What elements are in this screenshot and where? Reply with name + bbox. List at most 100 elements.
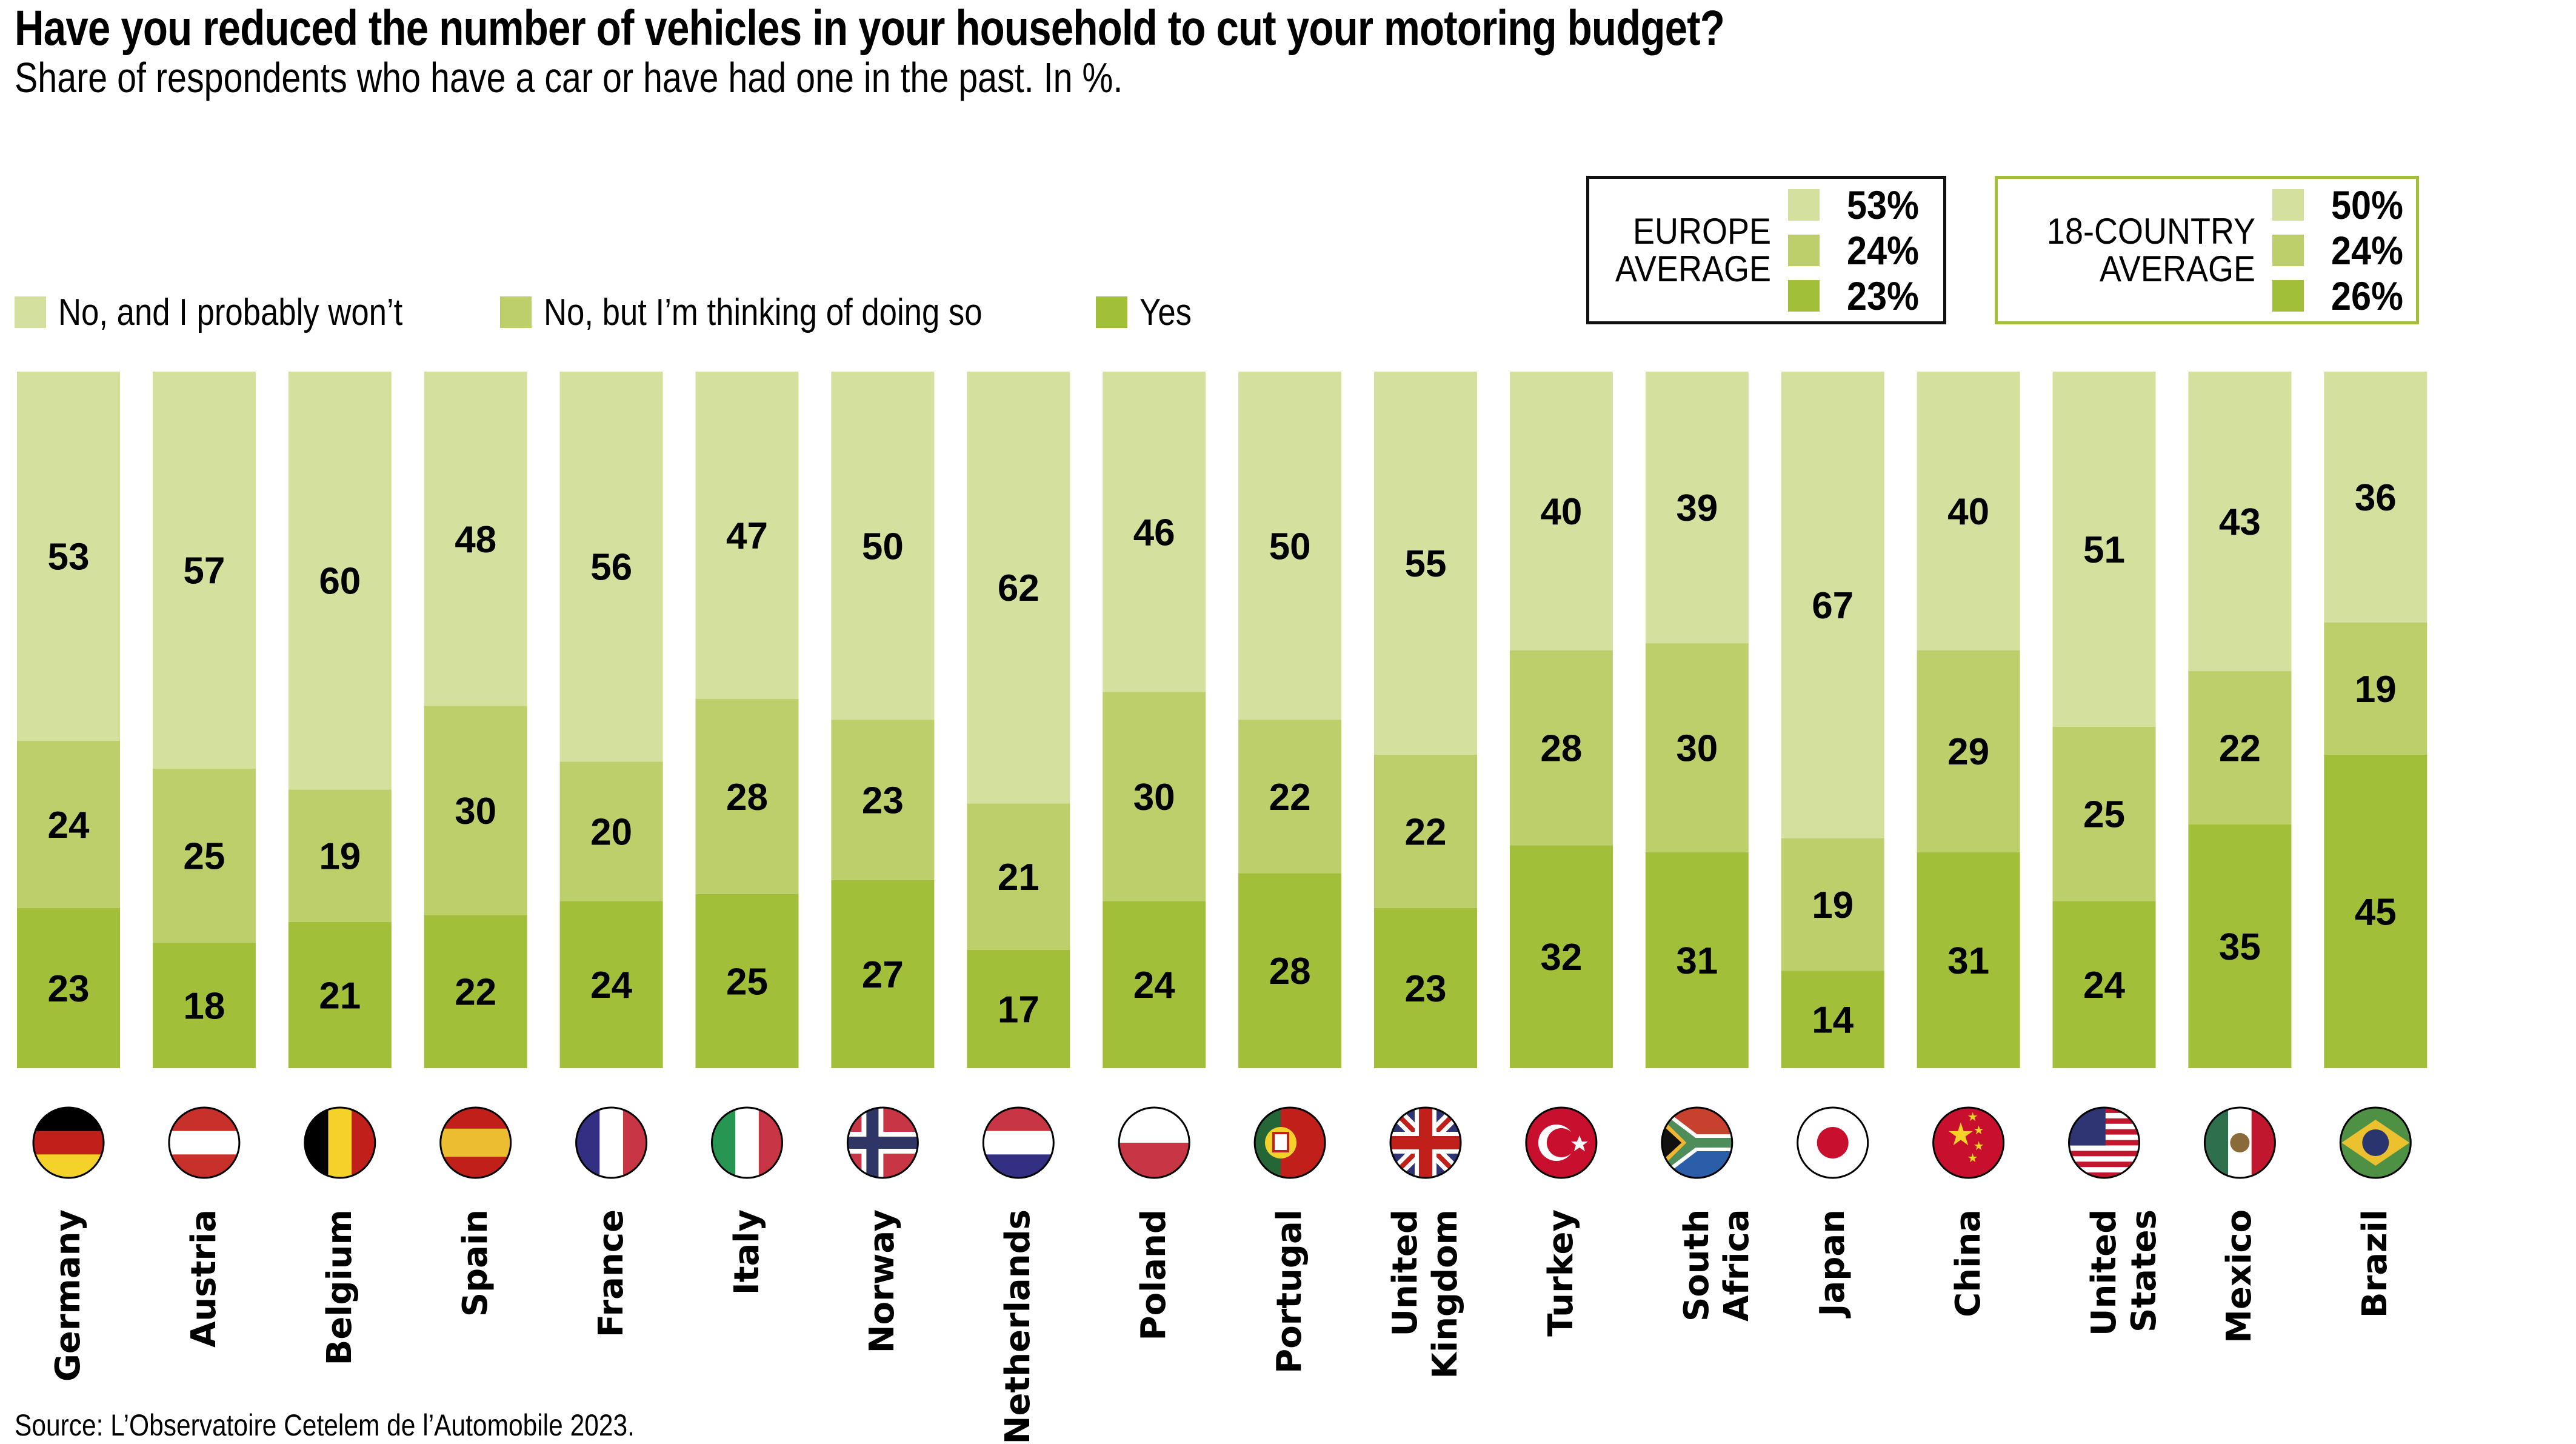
bar-group: 21 19 60 bbox=[288, 372, 392, 1068]
legend-label: No, and I probably won’t bbox=[58, 291, 403, 333]
svg-text:★: ★ bbox=[1974, 1138, 1984, 1153]
average-swatch bbox=[2272, 189, 2304, 221]
austria-flag-icon bbox=[168, 1106, 241, 1179]
bar-segment-yes bbox=[1374, 908, 1477, 1068]
country-label: Mexico bbox=[2220, 1209, 2260, 1343]
turkey-flag-icon bbox=[1525, 1106, 1598, 1179]
data-label: 31 bbox=[1676, 940, 1718, 982]
belgium-flag-icon bbox=[304, 1106, 376, 1179]
bar-segment-yes bbox=[2188, 824, 2292, 1068]
data-label: 45 bbox=[2355, 891, 2397, 933]
data-label: 40 bbox=[1947, 491, 1989, 533]
data-label: 35 bbox=[2219, 926, 2261, 968]
portugal-flag-icon bbox=[1253, 1106, 1326, 1179]
bar-group: 14 19 67 bbox=[1781, 372, 1884, 1068]
data-label: 55 bbox=[1405, 543, 1447, 585]
bar-segment-no-wont bbox=[1781, 372, 1884, 838]
bar-segment-no-wont bbox=[2324, 372, 2428, 623]
bar-segment-thinking bbox=[1103, 692, 1206, 901]
legend-item-no-wont: No, and I probably won’t bbox=[15, 291, 464, 334]
bar-segment-thinking bbox=[424, 706, 527, 915]
bar-segment-thinking bbox=[559, 761, 663, 901]
data-label: 27 bbox=[862, 954, 904, 996]
bar-segment-yes bbox=[288, 921, 392, 1068]
bar-segment-thinking bbox=[17, 740, 120, 908]
bar-segment-no-wont bbox=[288, 372, 392, 790]
svg-text:★: ★ bbox=[1974, 1123, 1984, 1137]
country-label: Austria bbox=[184, 1209, 224, 1348]
data-label: 22 bbox=[2219, 727, 2261, 769]
legend-swatch bbox=[499, 296, 532, 328]
bar-segment-no-wont bbox=[1917, 372, 2020, 650]
legend-item-thinking: No, but I’m thinking of doing so bbox=[499, 291, 1059, 334]
data-label: 25 bbox=[2083, 794, 2125, 836]
data-label: 25 bbox=[726, 961, 768, 1003]
bar-segment-yes bbox=[1509, 845, 1613, 1068]
bar-group: 25 28 47 bbox=[695, 372, 799, 1068]
legend-swatch bbox=[15, 296, 46, 328]
legend: No, and I probably won’t No, but I’m thi… bbox=[15, 291, 1237, 333]
data-label: 47 bbox=[726, 515, 768, 557]
average-value: 24% bbox=[2331, 227, 2403, 273]
bar-group: 23 22 55 bbox=[1374, 372, 1477, 1068]
average-swatch bbox=[1788, 189, 1820, 221]
bar-group: 24 25 51 bbox=[2052, 372, 2156, 1068]
bar-segment-yes bbox=[152, 943, 256, 1068]
bar-segment-thinking bbox=[288, 789, 392, 922]
country-label: Japan bbox=[1812, 1209, 1852, 1317]
bar-group: 18 25 57 bbox=[152, 372, 256, 1068]
bar-segment-thinking bbox=[1509, 650, 1613, 846]
bar-group: 24 20 56 bbox=[559, 372, 663, 1068]
average-value: 23% bbox=[1847, 273, 1919, 318]
bar-segment-thinking bbox=[1781, 838, 1884, 971]
france-flag-icon bbox=[575, 1106, 648, 1179]
bar-segment-thinking bbox=[2188, 671, 2292, 824]
bar-segment-yes bbox=[1645, 852, 1749, 1068]
bar-segment-yes bbox=[17, 908, 120, 1068]
bar-segment-thinking bbox=[1374, 754, 1477, 908]
average-swatch bbox=[1788, 279, 1820, 312]
country-label: Italy bbox=[727, 1209, 767, 1295]
data-label: 28 bbox=[1269, 951, 1311, 992]
data-label: 22 bbox=[1405, 811, 1447, 853]
bar-segment-no-wont bbox=[424, 372, 527, 706]
data-label: 19 bbox=[319, 836, 361, 878]
bar-segment-yes bbox=[1103, 901, 1206, 1068]
bar-segment-no-wont bbox=[2188, 372, 2292, 672]
bar-segment-no-wont bbox=[2052, 372, 2156, 727]
data-label: 30 bbox=[455, 791, 496, 832]
south-africa-flag-icon bbox=[1661, 1106, 1733, 1179]
data-label: 29 bbox=[1947, 731, 1989, 773]
bar-segment-yes bbox=[831, 880, 935, 1068]
data-label: 60 bbox=[319, 561, 361, 603]
data-label: 53 bbox=[48, 536, 90, 578]
data-label: 19 bbox=[1812, 884, 1854, 926]
data-label: 24 bbox=[590, 964, 632, 1006]
bar-group: 45 19 36 bbox=[2324, 372, 2428, 1068]
country-label: United States bbox=[2084, 1209, 2164, 1337]
data-label: 48 bbox=[455, 519, 496, 561]
bar-segment-yes bbox=[695, 894, 799, 1068]
united-kingdom-flag-icon bbox=[1389, 1106, 1462, 1179]
country-label: Spain bbox=[455, 1209, 495, 1317]
bar-group: 24 30 46 bbox=[1103, 372, 1206, 1068]
svg-text:★: ★ bbox=[1967, 1109, 1978, 1124]
svg-text:★: ★ bbox=[1947, 1117, 1975, 1153]
bar-segment-no-wont bbox=[831, 372, 935, 720]
country-label: South Africa bbox=[1677, 1209, 1757, 1322]
data-label: 14 bbox=[1812, 1000, 1854, 1041]
country-label: Norway bbox=[863, 1209, 903, 1354]
data-label: 50 bbox=[862, 526, 904, 567]
data-label: 22 bbox=[455, 972, 496, 1014]
germany-flag-icon bbox=[32, 1106, 105, 1179]
bar-group: 31 30 39 bbox=[1645, 372, 1749, 1068]
country-label: China bbox=[1948, 1209, 1988, 1317]
bar-group: 23 24 53 bbox=[17, 372, 120, 1068]
average-value: 53% bbox=[1847, 182, 1919, 227]
average-title: EUROPE AVERAGE bbox=[1615, 210, 1771, 289]
data-label: 43 bbox=[2219, 501, 2261, 543]
country-label: Belgium bbox=[319, 1209, 359, 1366]
data-label: 51 bbox=[2083, 529, 2125, 571]
data-label: 20 bbox=[590, 811, 632, 853]
data-label: 32 bbox=[1540, 937, 1582, 978]
